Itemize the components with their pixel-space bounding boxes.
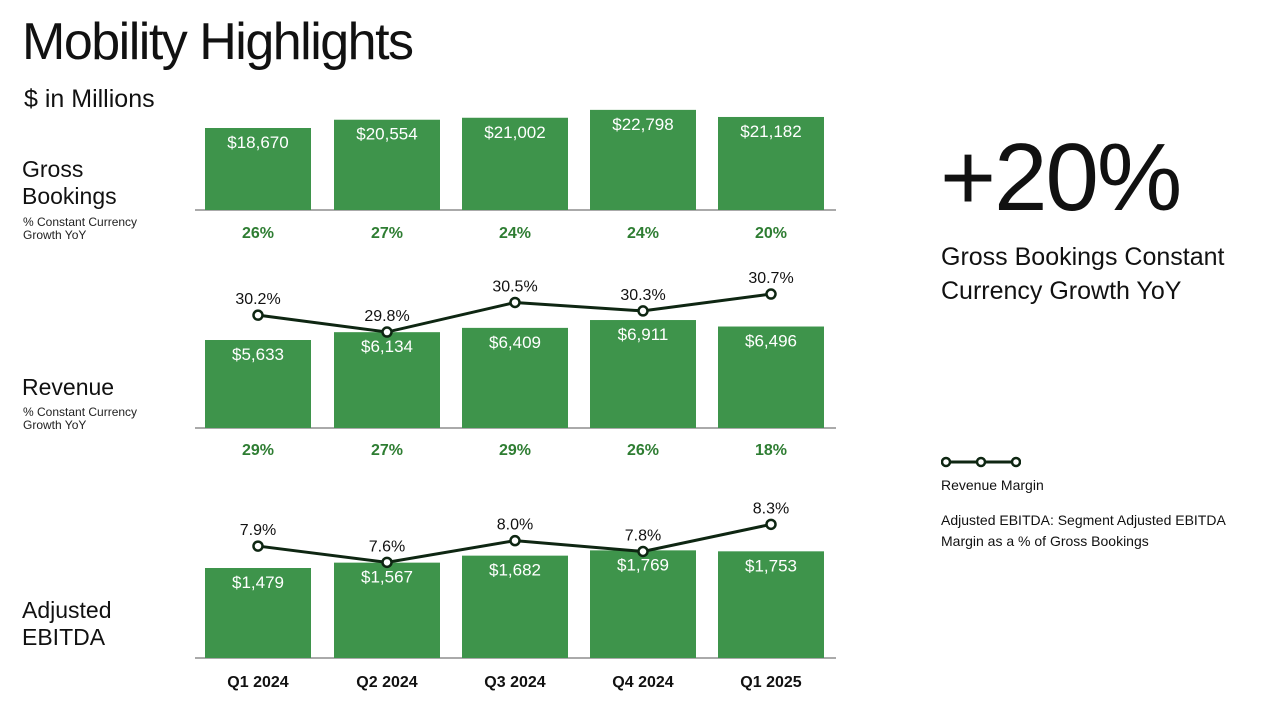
bar: [590, 320, 696, 428]
growth-label: 18%: [755, 442, 787, 459]
bar-value-label: $21,002: [484, 123, 545, 142]
margin-point: [637, 545, 649, 558]
growth-label: 24%: [499, 225, 531, 242]
bar-value-label: $6,409: [489, 333, 541, 352]
margin-point: [509, 296, 521, 309]
margin-point: [252, 540, 264, 552]
bar-value-label: $6,134: [361, 337, 413, 356]
bar-value-label: $6,496: [745, 332, 797, 351]
bar: [205, 568, 311, 658]
bar-value-label: $1,753: [745, 556, 797, 575]
bar: [462, 117, 568, 210]
bar-value-label: $1,682: [489, 561, 541, 580]
bar: [205, 128, 311, 210]
gross-bookings-sublabel: % Constant Currency Growth YoY: [23, 215, 138, 242]
legend-marker: [975, 456, 987, 468]
revenue-label: Revenue: [22, 374, 115, 400]
ebitda-label-2: EBITDA: [22, 624, 106, 650]
callout-value: +20%: [940, 124, 1182, 231]
growth-label: 27%: [371, 225, 403, 242]
bar: [205, 340, 311, 428]
bar: [462, 555, 568, 658]
ebitda-note: Adjusted EBITDA: Segment Adjusted EBITDA…: [941, 512, 1226, 549]
growth-label: 24%: [627, 225, 659, 242]
bar-value-label: $22,798: [612, 115, 673, 134]
category-label: Q1 2025: [740, 674, 801, 691]
bar: [590, 109, 696, 210]
bar-value-label: $21,182: [740, 122, 801, 141]
bar: [334, 119, 440, 210]
margin-point: [509, 534, 521, 547]
margin-label: 29.8%: [364, 308, 409, 325]
margin-point: [637, 305, 649, 317]
bar: [334, 332, 440, 428]
bar: [718, 551, 824, 658]
margin-point: [765, 288, 777, 300]
growth-label: 27%: [371, 442, 403, 459]
gross-bookings-label-2: Bookings: [22, 183, 117, 209]
bar-value-label: $5,633: [232, 345, 284, 364]
margin-point: [252, 309, 264, 321]
margin-label: 7.8%: [625, 527, 661, 544]
margin-label: 8.3%: [753, 500, 789, 517]
bar-value-label: $6,911: [618, 325, 669, 344]
revenue-sublabel: % Constant Currency Growth YoY: [23, 405, 138, 432]
unit-label: $ in Millions: [24, 85, 155, 113]
bar: [590, 550, 696, 658]
category-label: Q3 2024: [484, 674, 545, 691]
margin-label: 30.7%: [748, 270, 793, 287]
category-label: Q1 2024: [227, 674, 288, 691]
growth-label: 26%: [627, 442, 659, 459]
margin-label: 30.3%: [620, 287, 665, 304]
margin-point: [381, 326, 393, 338]
legend-marker: [1010, 456, 1021, 468]
category-label: Q2 2024: [356, 674, 417, 691]
growth-label: 29%: [499, 442, 531, 459]
bar-value-label: $1,567: [361, 568, 413, 587]
bar: [462, 327, 568, 428]
bar-value-label: $20,554: [356, 125, 417, 144]
bar: [718, 116, 824, 210]
bar-value-label: $1,769: [617, 555, 669, 574]
ebitda-label: Adjusted: [22, 597, 112, 623]
growth-label: 29%: [242, 442, 274, 459]
legend-line-icon: [941, 456, 1021, 468]
growth-label: 26%: [242, 225, 274, 242]
legend-label: Revenue Margin: [941, 477, 1044, 493]
category-label: Q4 2024: [612, 674, 673, 691]
bar-value-label: $18,670: [227, 133, 288, 152]
page-title: Mobility Highlights: [22, 13, 414, 71]
bar: [334, 562, 440, 658]
margin-label: 30.5%: [492, 278, 537, 295]
margin-label: 8.0%: [497, 517, 533, 534]
growth-label: 20%: [755, 225, 787, 242]
margin-point: [765, 518, 777, 531]
margin-label: 7.9%: [240, 522, 276, 539]
bar: [718, 326, 824, 428]
bar-value-label: $1,479: [232, 573, 284, 592]
margin-label: 30.2%: [235, 291, 280, 308]
margin-label: 7.6%: [369, 538, 405, 555]
callout-caption: Gross Bookings Constant Currency Growth …: [941, 243, 1225, 305]
gross-bookings-label: Gross: [22, 156, 84, 182]
margin-point: [381, 556, 393, 569]
legend-marker: [941, 456, 952, 468]
